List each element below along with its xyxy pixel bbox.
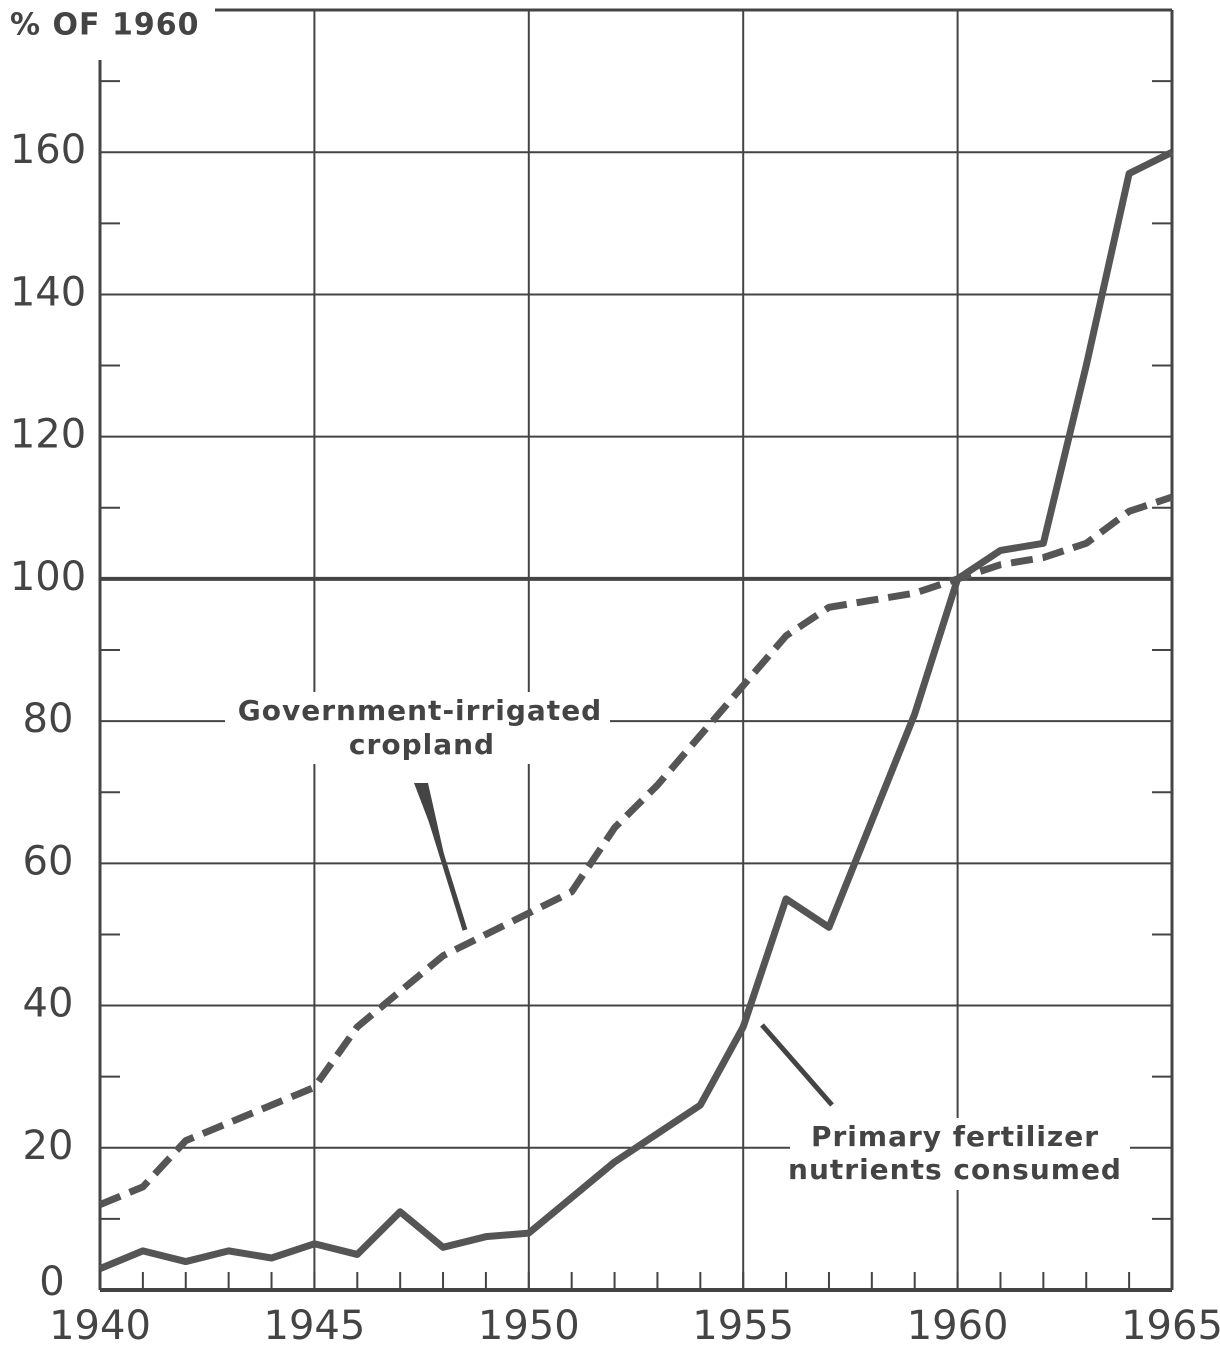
data-line	[98, 149, 1174, 1272]
x-tick-label: 1955	[692, 1303, 794, 1349]
series-label: nutrients consumed	[788, 1153, 1122, 1186]
pointer-head	[414, 783, 448, 872]
lines	[98, 149, 1174, 1272]
x-tick-label: 1940	[49, 1303, 151, 1349]
y-tick-label: 20	[23, 1123, 74, 1169]
y-tick-label: 120	[10, 412, 86, 458]
y-tick-label: 140	[10, 269, 86, 315]
y-tick-label: 80	[23, 696, 74, 742]
labels: % OF 1960 0 20 40 60 80 100 120 140 160 1940 1945 1…	[10, 8, 1220, 1350]
y-tick-label: 100	[10, 554, 86, 600]
x-tick-label: 1950	[478, 1303, 580, 1349]
y-tick-label: 160	[10, 127, 86, 173]
y-tick-label: 60	[23, 838, 74, 884]
pointer	[760, 1023, 834, 1107]
x-tick-label: 1965	[1121, 1303, 1220, 1349]
y-tick-label: 0	[39, 1259, 64, 1305]
x-tick-label: 1945	[264, 1303, 366, 1349]
label-background	[790, 1118, 1130, 1190]
y-tick-label: 40	[23, 981, 74, 1027]
series-label: cropland	[349, 728, 495, 761]
series-label: Primary fertilizer	[811, 1120, 1099, 1153]
series-label: Government-irrigated	[238, 694, 602, 727]
data-line	[98, 493, 1174, 1208]
y-axis-label: % OF 1960	[10, 8, 199, 43]
label-background	[225, 692, 610, 764]
x-tick-label: 1960	[907, 1303, 1009, 1349]
